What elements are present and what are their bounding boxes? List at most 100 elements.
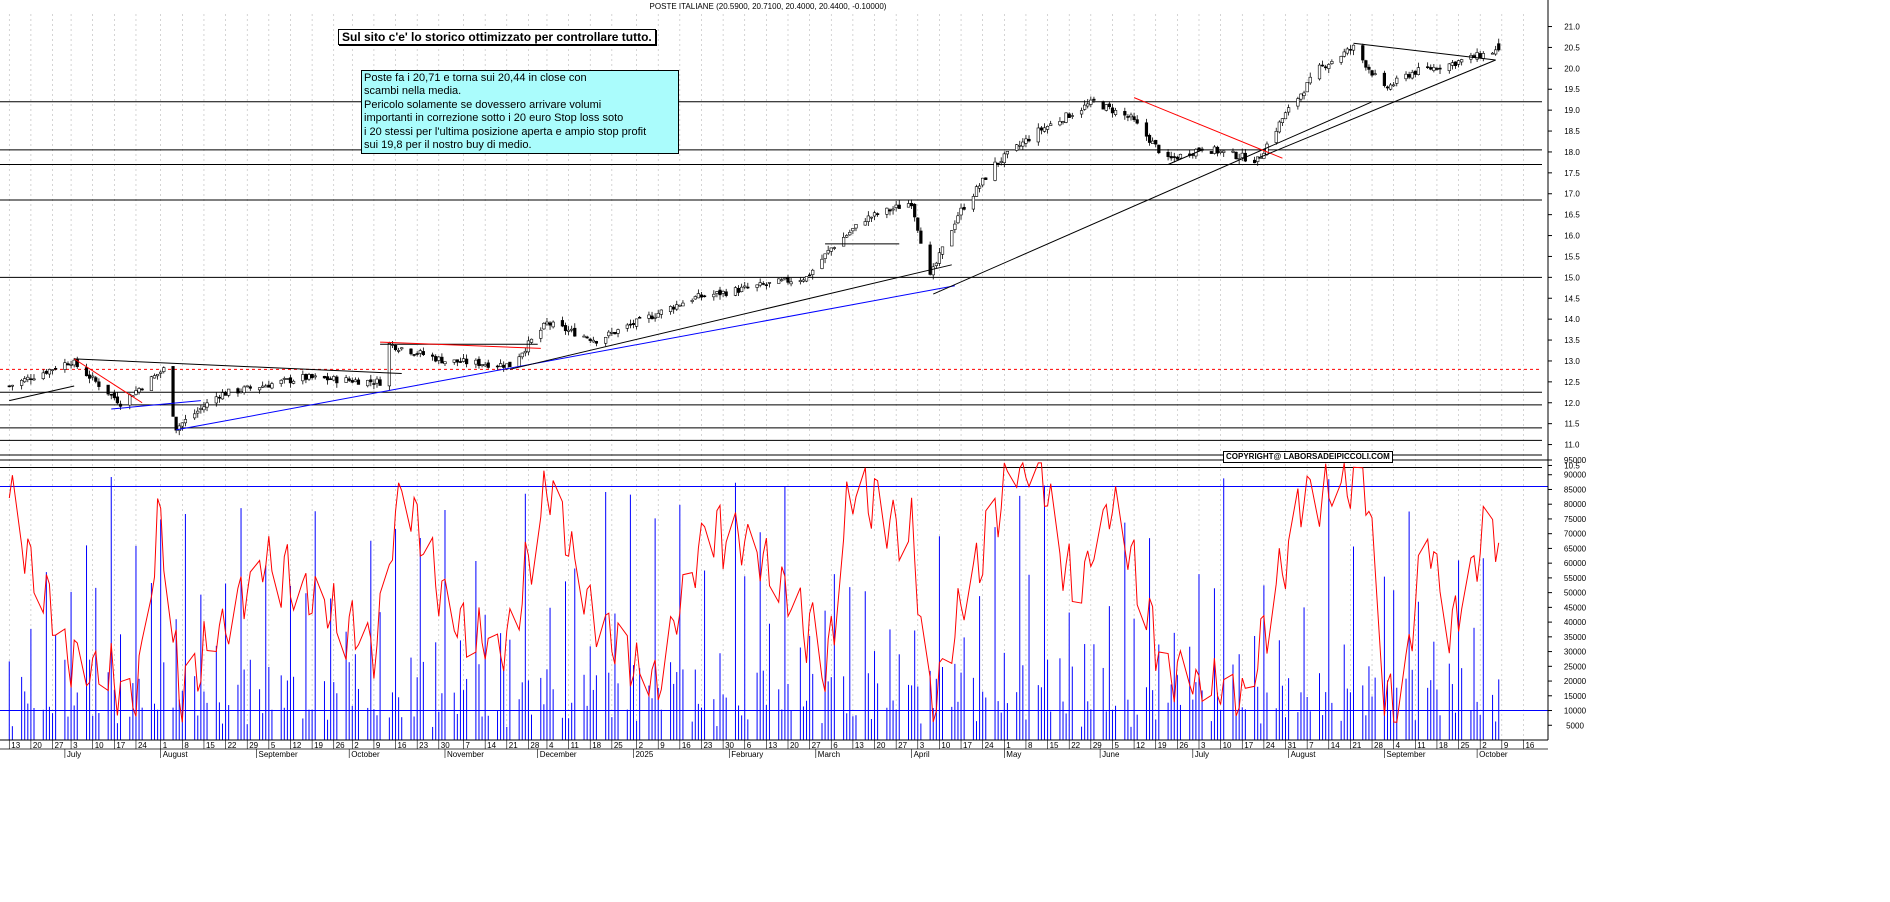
- day-tick-label: 11: [571, 741, 580, 750]
- period-tick-label: August: [1291, 750, 1317, 759]
- candle-body: [84, 367, 89, 377]
- candle-body: [1018, 144, 1022, 147]
- candle-body: [872, 212, 877, 217]
- candle-body: [1172, 156, 1176, 158]
- candle-body: [1274, 131, 1278, 143]
- candle-body: [452, 359, 456, 363]
- day-tick-label: 29: [1093, 741, 1102, 750]
- candle-body: [560, 320, 565, 327]
- candle-body: [23, 378, 27, 383]
- candle-body: [613, 332, 617, 335]
- analysis-note: Poste fa i 20,71 e torna sui 20,44 in cl…: [361, 70, 679, 154]
- candle-body: [1392, 84, 1396, 87]
- candle-body: [261, 385, 265, 388]
- candle-body: [1364, 60, 1368, 68]
- volume-tick-label: 80000: [1564, 500, 1587, 509]
- candle-body: [455, 359, 459, 363]
- candle-body: [366, 379, 370, 387]
- candle-body: [91, 375, 95, 378]
- candle-body: [659, 309, 663, 315]
- candle-body: [149, 376, 154, 391]
- candle-body: [894, 204, 898, 208]
- day-tick-label: 23: [703, 741, 712, 750]
- candle-body: [1083, 104, 1087, 110]
- candle-body: [335, 376, 339, 384]
- candle-body: [529, 338, 534, 343]
- candle-body: [767, 282, 772, 284]
- site-banner: Sul sito c'e' lo storico ottimizzato per…: [338, 29, 656, 45]
- candle-body: [913, 203, 917, 218]
- copyright-label: COPYRIGHT@ LABORSADEIPICCOLI.COM: [1223, 451, 1393, 463]
- volume-tick-label: 65000: [1564, 544, 1587, 553]
- candle-body: [109, 393, 113, 396]
- day-tick-label: 16: [398, 741, 407, 750]
- candle-body: [393, 344, 398, 351]
- candle-body: [325, 376, 330, 381]
- day-tick-label: 13: [11, 741, 20, 750]
- volume-tick-label: 15000: [1564, 692, 1587, 701]
- price-tick-label: 13.5: [1564, 336, 1580, 345]
- candle-body: [1367, 66, 1371, 70]
- candle-body: [483, 364, 487, 367]
- volume-tick-label: 50000: [1564, 589, 1587, 598]
- day-tick-label: 18: [1439, 741, 1448, 750]
- candle-body: [690, 300, 694, 302]
- candle-body: [301, 374, 305, 382]
- day-tick-label: 22: [228, 741, 237, 750]
- candle-body: [1435, 68, 1439, 70]
- candle-body: [1345, 48, 1349, 54]
- candle-body: [740, 286, 744, 292]
- candle-body: [638, 317, 642, 319]
- candle-body: [495, 365, 500, 368]
- candle-body: [66, 363, 70, 366]
- candle-body: [1404, 73, 1408, 80]
- candle-body: [820, 258, 824, 269]
- day-tick-label: 27: [898, 741, 907, 750]
- candle-body: [570, 328, 574, 331]
- candle-body: [1005, 151, 1009, 155]
- candle-body: [1432, 66, 1436, 71]
- candle-body: [134, 390, 138, 395]
- candle-body: [313, 375, 317, 378]
- price-tick-label: 20.0: [1564, 64, 1580, 73]
- candle-body: [461, 358, 466, 362]
- candle-body: [746, 286, 750, 289]
- candle-body: [137, 388, 141, 393]
- candle-body: [236, 388, 240, 394]
- candle-body: [26, 376, 30, 381]
- candle-body: [1027, 138, 1031, 142]
- candle-body: [953, 223, 957, 230]
- candle-body: [647, 314, 651, 319]
- candle-body: [1416, 67, 1420, 75]
- candle-body: [1209, 151, 1213, 154]
- candle-body: [1460, 59, 1464, 63]
- day-tick-label: 4: [549, 741, 554, 750]
- candle-body: [152, 375, 157, 379]
- candle-body: [415, 353, 419, 355]
- trendline: [933, 101, 1373, 295]
- candle-body: [681, 302, 685, 307]
- candle-body: [1426, 66, 1430, 69]
- period-tick-label: December: [540, 750, 577, 759]
- day-tick-label: 2: [1482, 741, 1487, 750]
- candle-body: [1089, 99, 1093, 105]
- candle-body: [502, 364, 506, 368]
- candle-body: [307, 374, 311, 380]
- candle-body: [44, 370, 48, 374]
- period-tick-label: 2025: [635, 750, 653, 759]
- price-tick-label: 14.0: [1564, 315, 1580, 324]
- candle-body: [437, 356, 441, 361]
- day-tick-label: 10: [95, 741, 104, 750]
- candle-body: [1438, 67, 1442, 70]
- candle-body: [888, 209, 892, 212]
- candle-body: [434, 356, 438, 362]
- candle-body: [418, 350, 422, 354]
- trendline: [111, 400, 201, 410]
- candle-body: [826, 250, 830, 254]
- candle-body: [1049, 123, 1053, 126]
- candle-body: [72, 359, 76, 366]
- candle-body: [1253, 159, 1257, 164]
- candle-body: [440, 356, 444, 364]
- trendline: [380, 341, 541, 349]
- candle-body: [285, 378, 289, 380]
